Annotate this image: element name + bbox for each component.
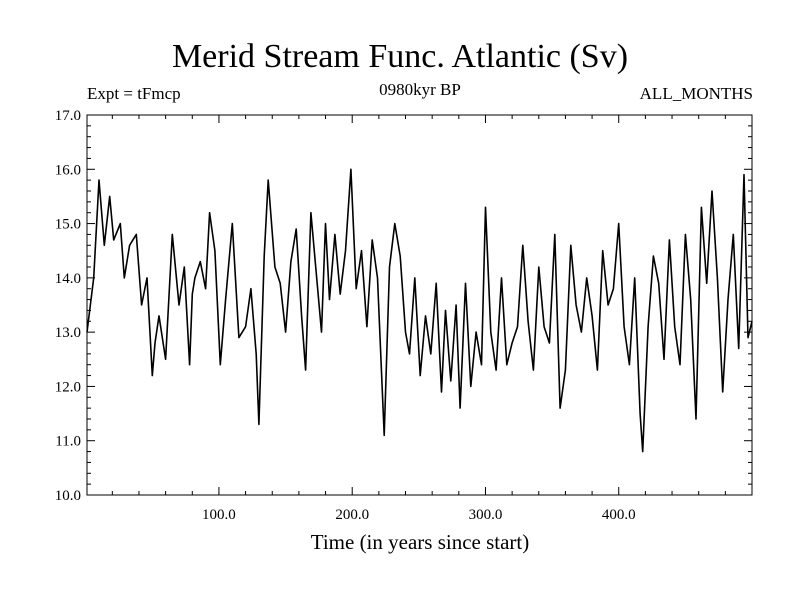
- x-tick-label: 100.0: [202, 507, 236, 523]
- y-tick-label: 16.0: [55, 162, 81, 178]
- y-tick-label: 11.0: [55, 434, 81, 450]
- series-line: [86, 168, 753, 453]
- y-tick-label: 15.0: [55, 217, 81, 233]
- x-axis-label: Time (in years since start): [310, 530, 530, 554]
- plot-frame: [86, 114, 753, 496]
- tick-labels: 10.0 11.0 12.0 13.0 14.0 15.0 16.0 17.0 100.0 200…: [55, 108, 636, 523]
- chart-title: Merid Stream Func. Atlantic (Sv): [171, 38, 629, 75]
- y-tick-label: 13.0: [55, 325, 81, 341]
- y-tick-label: 10.0: [55, 488, 81, 504]
- experiment-label: Expt = tFmcp: [87, 84, 181, 103]
- y-tick-label: 12.0: [55, 379, 81, 395]
- period-label: ALL_MONTHS: [639, 84, 753, 103]
- x-tick-label: 300.0: [469, 507, 503, 523]
- chart-subtitle: 0980kyr BP: [379, 80, 461, 99]
- x-tick-label: 400.0: [602, 507, 636, 523]
- y-tick-label: 14.0: [55, 271, 81, 287]
- x-tick-label: 200.0: [335, 507, 369, 523]
- y-tick-label: 17.0: [55, 108, 81, 124]
